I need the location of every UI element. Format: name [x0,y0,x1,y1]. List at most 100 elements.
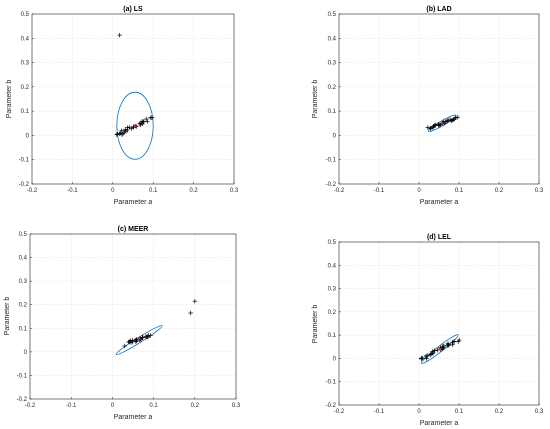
panel-d-xtick-label-5: 0.3 [535,409,544,415]
panel-c-ytick-label-6: 0.4 [19,256,28,262]
panel-a-ytick-label-1: -0.1 [19,158,30,164]
panel-d-point-12 [432,348,437,353]
panel-d-center-estimate [438,347,442,351]
panel-d-ytick-label-2: 0 [333,356,337,362]
panel-c-point-17 [140,335,145,340]
panel-d-outlier-1 [456,339,461,344]
panel-c-ytick-label-3: 0.1 [19,326,28,332]
panel-b-ytick-label-0: -0.2 [326,182,337,188]
panel-c-xtick-label-0: -0.2 [25,403,36,409]
panel-c-xtick-label-4: 0.2 [191,403,200,409]
panel-c-outlier-0 [192,298,197,304]
panel-b-point-7 [433,122,438,128]
panel-d-ylabel: Parameter b [312,305,319,344]
panel-c-ytick-label-2: 0 [24,350,28,356]
panel-d-ytick-label-7: 0.5 [328,240,337,246]
panel-b-point-0 [425,125,431,130]
panel-b-ytick-label-4: 0.2 [328,85,337,91]
panel-a-confidence-ellipse [116,91,154,160]
panel-b-ytick-label-5: 0.3 [328,61,337,67]
panel-a-xtick-label-0: -0.2 [27,188,38,194]
panel-d-xlabel: Parameter a [420,420,459,427]
panel-c-xtick-label-3: 0.1 [149,403,158,409]
panel-c-plot-area [30,234,236,399]
panel-c-point-23 [148,333,153,338]
panel-b: -0.2 -0.1 0 0.1 0.2 0.3 -0.2 -0.1 0 0.1 0.2 0.3 0.4 0… [312,6,544,206]
panel-c-xtick-label-2: 0 [111,403,115,409]
panel-d-ytick-label-3: 0.1 [328,333,337,339]
panel-a-xlabel: Parameter a [114,199,153,206]
panel-b-center-estimate [440,121,444,125]
panel-d-point-13 [435,347,440,353]
panel-b-xtick-label-2: 0 [417,188,421,194]
panel-c-axes-box [29,233,237,400]
panel-b-ylabel: Parameter b [312,80,319,119]
panel-d-plot-area [339,242,539,405]
panel-c-ylabel: Parameter b [4,297,11,336]
panel-d-confidence-ellipse [421,334,459,364]
panel-c-center-estimate [137,337,141,341]
panel-a-outlier-1 [115,132,120,137]
panel-b-point-1 [428,126,434,131]
panel-b-ytick-label-3: 0.1 [328,109,337,115]
panel-d-xtick-label-4: 0.2 [495,409,504,415]
panel-a-ytick-label-7: 0.5 [21,12,30,18]
panel-a-point-11 [127,125,132,130]
panel-b-xlabel: Parameter a [420,199,459,206]
panel-d-xtick-label-2: 0 [417,409,421,415]
panel-b-point-6 [432,123,437,128]
panel-a-outlier-2 [149,115,155,120]
panel-b-point-21 [449,118,454,124]
panel-a-ytick-label-6: 0.4 [21,36,30,42]
panel-d-point-2 [424,356,429,361]
panel-a: -0.2 -0.1 0 0.1 0.2 0.3 -0.2 -0.1 0 0.1 0.2 0.3 0.4 0… [6,6,239,206]
panel-d-point-23 [445,341,451,346]
panel-b-point-10 [436,121,441,127]
panel-c: -0.2 -0.1 0 0.1 0.2 0.3 -0.2 -0.1 0 0.1 0.2 0.3 0.4 0… [4,226,241,421]
panel-a-point-10 [125,125,130,130]
panel-a-title: (a) LS [123,6,143,13]
panel-a-xtick-label-4: 0.2 [189,188,198,194]
panel-a-xtick-label-3: 0.1 [149,188,158,194]
panel-a-ytick-label-2: 0 [26,133,30,139]
panel-b-confidence-ellipse [427,114,457,132]
panel-a-point-24 [145,119,150,124]
panel-c-ytick-label-7: 0.5 [19,232,28,238]
panel-b-ytick-label-7: 0.5 [328,12,337,18]
panel-c-ytick-label-5: 0.3 [19,279,28,285]
panel-d-ytick-label-4: 0.2 [328,310,337,316]
panel-c-ytick-label-0: -0.2 [17,397,28,403]
panel-b-ytick-label-1: -0.1 [326,158,337,164]
panel-a-plot-area [32,14,234,184]
panel-d-ytick-label-0: -0.2 [326,403,337,409]
panel-c-xtick-label-5: 0.3 [232,403,241,409]
panel-d-point-28 [451,339,457,344]
panel-a-xtick-label-5: 0.3 [230,188,239,194]
panel-b-point-25 [453,115,458,121]
panel-a-point-25 [144,116,149,122]
panel-b-ytick-label-6: 0.4 [328,36,337,42]
panel-d-point-24 [446,343,451,348]
panel-c-title: (c) MEER [118,226,149,233]
panel-b-point-2 [428,125,433,131]
panel-a-point-5 [119,128,124,133]
panel-d-point-5 [425,353,430,358]
panel-b-xtick-label-3: 0.1 [455,188,464,194]
panel-b-axes-box [338,13,540,185]
panel-b-ytick-label-2: 0 [333,133,337,139]
panel-d-xtick-label-0: -0.2 [334,409,345,415]
panel-a-ytick-label-3: 0.1 [21,109,30,115]
panel-b-xtick-label-1: -0.1 [374,188,385,194]
panel-b-outlier-0 [455,115,460,120]
panel-a-center-estimate [133,124,137,128]
panel-b-xtick-label-4: 0.2 [495,188,504,194]
panel-d-point-20 [441,343,447,349]
panel-c-outlier-1 [188,310,193,316]
panel-c-ytick-label-4: 0.2 [19,303,28,309]
panel-a-ytick-label-5: 0.3 [21,61,30,67]
panel-c-ytick-label-1: -0.1 [17,373,28,379]
panel-a-outlier-0 [117,32,122,38]
panel-b-xtick-label-5: 0.3 [535,188,544,194]
panel-c-xtick-label-1: -0.1 [66,403,77,409]
panel-d-ytick-label-6: 0.4 [328,263,337,269]
